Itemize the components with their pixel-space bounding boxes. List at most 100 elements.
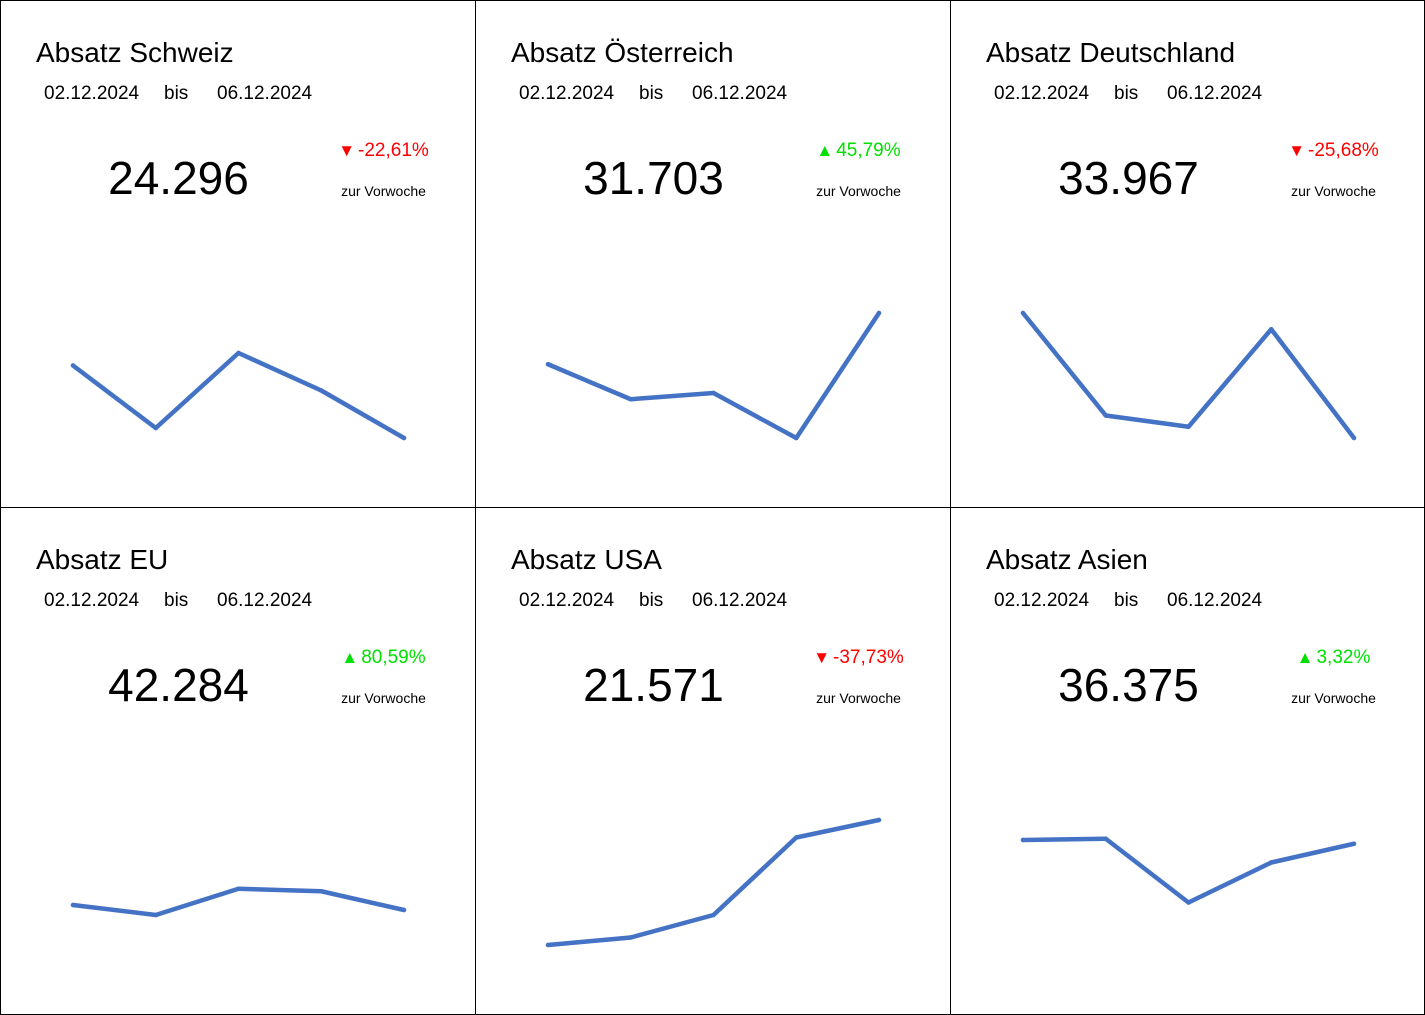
date-separator: bis	[1114, 590, 1139, 611]
sparkline-point	[628, 935, 633, 940]
sparkline-segment	[711, 390, 799, 441]
sparkline-segment	[236, 886, 324, 894]
date-separator: bis	[164, 83, 189, 104]
date-separator: bis	[639, 83, 664, 104]
sparkline-segment	[236, 350, 324, 393]
date-to: 06.12.2024	[1167, 83, 1263, 104]
card-title: Absatz USA	[511, 544, 662, 575]
sparkline-segment	[794, 817, 882, 840]
date-from: 02.12.2024	[44, 590, 140, 611]
date-from: 02.12.2024	[44, 83, 140, 104]
change-note: zur Vorwoche	[341, 183, 426, 199]
change-indicator: ▼ -22,61%	[336, 140, 431, 162]
change-percent: 3,32%	[1316, 647, 1371, 668]
sparkline-point	[1269, 860, 1274, 865]
card-title: Absatz Schweiz	[36, 37, 234, 68]
sparkline-point	[1351, 435, 1357, 441]
sparkline-point	[236, 350, 241, 356]
sparkline-point	[1269, 327, 1274, 332]
change-note: zur Vorwoche	[341, 690, 426, 706]
change-percent: -37,73%	[833, 647, 904, 668]
sparkline-point	[153, 425, 158, 431]
sparkline-point	[545, 942, 551, 948]
sparkline-chart	[70, 886, 407, 918]
sparkline-point	[628, 397, 633, 402]
sparkline-point	[1020, 837, 1026, 843]
triangle-down-icon: ▼	[813, 648, 831, 667]
sparkline-point	[70, 902, 76, 908]
date-to: 06.12.2024	[217, 590, 313, 611]
sparkline-segment	[70, 902, 158, 918]
kpi-value: 42.284	[108, 659, 249, 711]
sparkline-segment	[1103, 836, 1191, 905]
date-from: 02.12.2024	[994, 590, 1090, 611]
card-title: Absatz Deutschland	[986, 37, 1236, 68]
kpi-value: 33.967	[1058, 152, 1199, 204]
sparkline-segment	[1020, 836, 1108, 843]
card-title: Absatz EU	[36, 544, 169, 575]
sparkline-segment	[1186, 327, 1274, 429]
date-from: 02.12.2024	[994, 83, 1090, 104]
sparkline-segment	[1020, 310, 1108, 418]
sparkline-segment	[545, 362, 633, 402]
date-separator: bis	[639, 590, 664, 611]
date-separator: bis	[164, 590, 189, 611]
sparkline-point	[876, 817, 882, 823]
kpi-value: 21.571	[583, 659, 724, 711]
sparkline-point	[401, 907, 407, 913]
sparkline-point	[319, 388, 324, 393]
sparkline-segment	[319, 388, 407, 441]
sparkline-point	[711, 912, 716, 918]
sparkline-point	[401, 435, 407, 441]
triangle-down-icon: ▼	[338, 141, 356, 160]
sparkline-point	[319, 889, 324, 894]
sparkline-segment	[70, 363, 158, 431]
sparkline-point	[794, 435, 799, 441]
date-to: 06.12.2024	[692, 590, 788, 611]
date-to: 06.12.2024	[692, 83, 788, 104]
change-indicator: ▲ 80,59%	[336, 647, 431, 669]
sparkline-point	[236, 886, 241, 891]
sparkline-segment	[794, 310, 882, 441]
date-separator: bis	[1114, 83, 1139, 104]
date-to: 06.12.2024	[217, 83, 313, 104]
change-note: zur Vorwoche	[1291, 690, 1376, 706]
card-title: Absatz Österreich	[511, 37, 734, 68]
sparkline-segment	[545, 935, 633, 948]
kpi-value: 36.375	[1058, 659, 1199, 711]
date-from: 02.12.2024	[519, 83, 615, 104]
sparkline-chart	[1020, 310, 1357, 441]
sparkline-segment	[711, 835, 799, 918]
kpi-card-deutschland: Absatz Deutschland 02.12.2024 bis 06.12.…	[950, 0, 1425, 508]
change-indicator: ▲ 3,32%	[1286, 647, 1381, 669]
change-note: zur Vorwoche	[816, 690, 901, 706]
sparkline-segment	[319, 889, 407, 913]
sparkline-chart	[1020, 836, 1357, 905]
triangle-down-icon: ▼	[1288, 141, 1306, 160]
change-percent: 80,59%	[361, 647, 426, 668]
change-note: zur Vorwoche	[816, 183, 901, 199]
date-to: 06.12.2024	[1167, 590, 1263, 611]
date-from: 02.12.2024	[519, 590, 615, 611]
card-title: Absatz Asien	[986, 544, 1148, 575]
sparkline-chart	[545, 817, 882, 948]
kpi-card-usa: Absatz USA 02.12.2024 bis 06.12.2024 21.…	[475, 507, 951, 1015]
sparkline-segment	[628, 390, 716, 402]
kpi-card-oesterreich: Absatz Österreich 02.12.2024 bis 06.12.2…	[475, 0, 951, 508]
change-note: zur Vorwoche	[1291, 183, 1376, 199]
sparkline-point	[1186, 424, 1191, 429]
sparkline-chart	[70, 350, 407, 441]
triangle-up-icon: ▲	[1296, 648, 1314, 667]
change-indicator: ▲ 45,79%	[811, 140, 906, 162]
kpi-value: 24.296	[108, 152, 249, 204]
sparkline-segment	[1269, 841, 1357, 865]
kpi-value: 31.703	[583, 152, 724, 204]
sparkline-segment	[628, 912, 716, 940]
sparkline-segment	[1269, 327, 1357, 441]
sparkline-point	[876, 310, 882, 316]
triangle-up-icon: ▲	[816, 141, 834, 160]
change-indicator: ▼ -37,73%	[811, 647, 906, 669]
sparkline-point	[711, 390, 716, 396]
sparkline-point	[1351, 841, 1357, 846]
